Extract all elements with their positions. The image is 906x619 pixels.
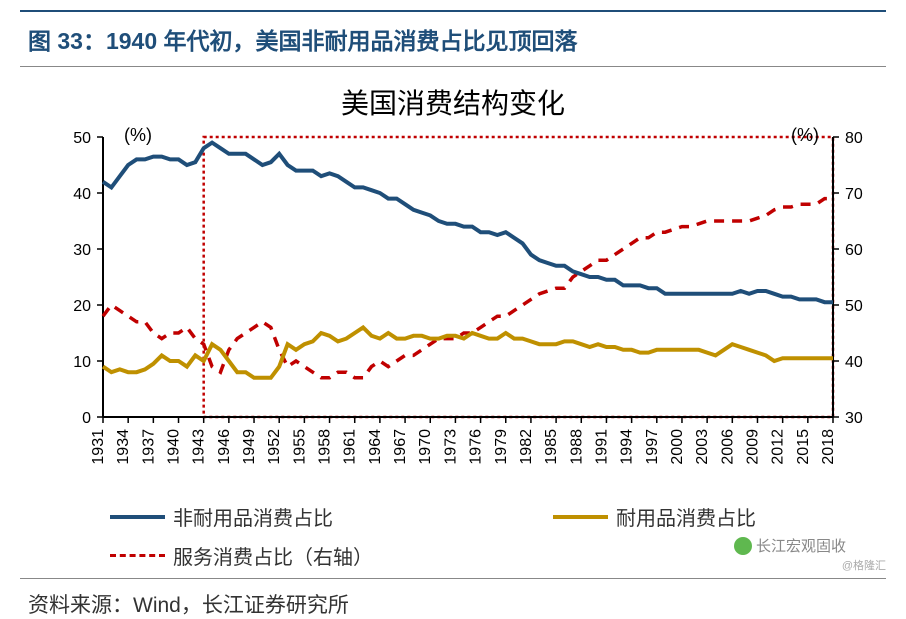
svg-text:1964: 1964 bbox=[367, 429, 384, 465]
svg-text:1952: 1952 bbox=[266, 429, 283, 465]
svg-text:30: 30 bbox=[73, 242, 91, 259]
figure-title: 图 33：1940 年代初，美国非耐用品消费占比见顶回落 bbox=[28, 22, 878, 56]
svg-text:80: 80 bbox=[845, 130, 863, 147]
watermark-1: 长江宏观固收 bbox=[734, 535, 846, 556]
chart-svg: 0 10 20 30 40 50 30 40 50 60 70 80 1931 1934 1937 1940 1… bbox=[23, 127, 883, 497]
svg-text:2000: 2000 bbox=[669, 429, 686, 465]
svg-text:70: 70 bbox=[845, 186, 863, 203]
svg-text:1955: 1955 bbox=[291, 429, 308, 465]
svg-text:1985: 1985 bbox=[543, 429, 560, 465]
svg-text:2006: 2006 bbox=[719, 429, 736, 465]
wechat-icon bbox=[734, 537, 752, 555]
svg-text:1946: 1946 bbox=[216, 429, 233, 465]
svg-text:1994: 1994 bbox=[619, 429, 636, 465]
svg-text:1949: 1949 bbox=[241, 429, 258, 465]
svg-text:1934: 1934 bbox=[115, 429, 132, 465]
svg-text:(%): (%) bbox=[791, 127, 819, 145]
svg-text:(%): (%) bbox=[124, 127, 152, 145]
svg-text:1982: 1982 bbox=[518, 429, 535, 465]
legend-line-services bbox=[110, 554, 165, 557]
legend-nondurable: 非耐用品消费占比 bbox=[110, 502, 333, 531]
svg-text:1973: 1973 bbox=[442, 429, 459, 465]
svg-text:1943: 1943 bbox=[191, 429, 208, 465]
svg-text:10: 10 bbox=[73, 354, 91, 371]
svg-text:20: 20 bbox=[73, 298, 91, 315]
svg-text:1931: 1931 bbox=[90, 429, 107, 465]
legend-label-durable: 耐用品消费占比 bbox=[616, 502, 756, 531]
svg-text:50: 50 bbox=[845, 298, 863, 315]
legend-line-nondurable bbox=[110, 515, 165, 519]
svg-text:60: 60 bbox=[845, 242, 863, 259]
svg-text:1967: 1967 bbox=[392, 429, 409, 465]
svg-text:0: 0 bbox=[82, 410, 91, 427]
chart-title: 美国消费结构变化 bbox=[20, 82, 886, 122]
svg-text:1979: 1979 bbox=[493, 429, 510, 465]
svg-text:2012: 2012 bbox=[770, 429, 787, 465]
watermark-2: @格隆汇 bbox=[842, 557, 886, 573]
svg-text:1958: 1958 bbox=[317, 429, 334, 465]
svg-text:2018: 2018 bbox=[820, 429, 837, 465]
svg-text:50: 50 bbox=[73, 130, 91, 147]
legend-label-nondurable: 非耐用品消费占比 bbox=[173, 502, 333, 531]
svg-text:2009: 2009 bbox=[744, 429, 761, 465]
svg-text:40: 40 bbox=[73, 186, 91, 203]
source-text: 资料来源：Wind，长江证券研究所 bbox=[20, 579, 886, 619]
svg-text:1961: 1961 bbox=[342, 429, 359, 465]
svg-text:1976: 1976 bbox=[468, 429, 485, 465]
svg-text:2015: 2015 bbox=[795, 429, 812, 465]
legend-durable: 耐用品消费占比 bbox=[553, 502, 756, 531]
svg-text:1991: 1991 bbox=[593, 429, 610, 465]
svg-text:40: 40 bbox=[845, 354, 863, 371]
legend-line-durable bbox=[553, 515, 608, 519]
legend-services: 服务消费占比（右轴） bbox=[110, 541, 826, 570]
svg-text:1997: 1997 bbox=[644, 429, 661, 465]
figure-title-bar: 图 33：1940 年代初，美国非耐用品消费占比见顶回落 bbox=[20, 10, 886, 67]
svg-text:1937: 1937 bbox=[140, 429, 157, 465]
svg-text:2003: 2003 bbox=[694, 429, 711, 465]
svg-text:1970: 1970 bbox=[417, 429, 434, 465]
chart-area: 0 10 20 30 40 50 30 40 50 60 70 80 1931 1934 1937 1940 1… bbox=[23, 127, 883, 497]
svg-text:30: 30 bbox=[845, 410, 863, 427]
legend-label-services: 服务消费占比（右轴） bbox=[173, 541, 373, 570]
svg-text:1988: 1988 bbox=[568, 429, 585, 465]
svg-text:1940: 1940 bbox=[166, 429, 183, 465]
